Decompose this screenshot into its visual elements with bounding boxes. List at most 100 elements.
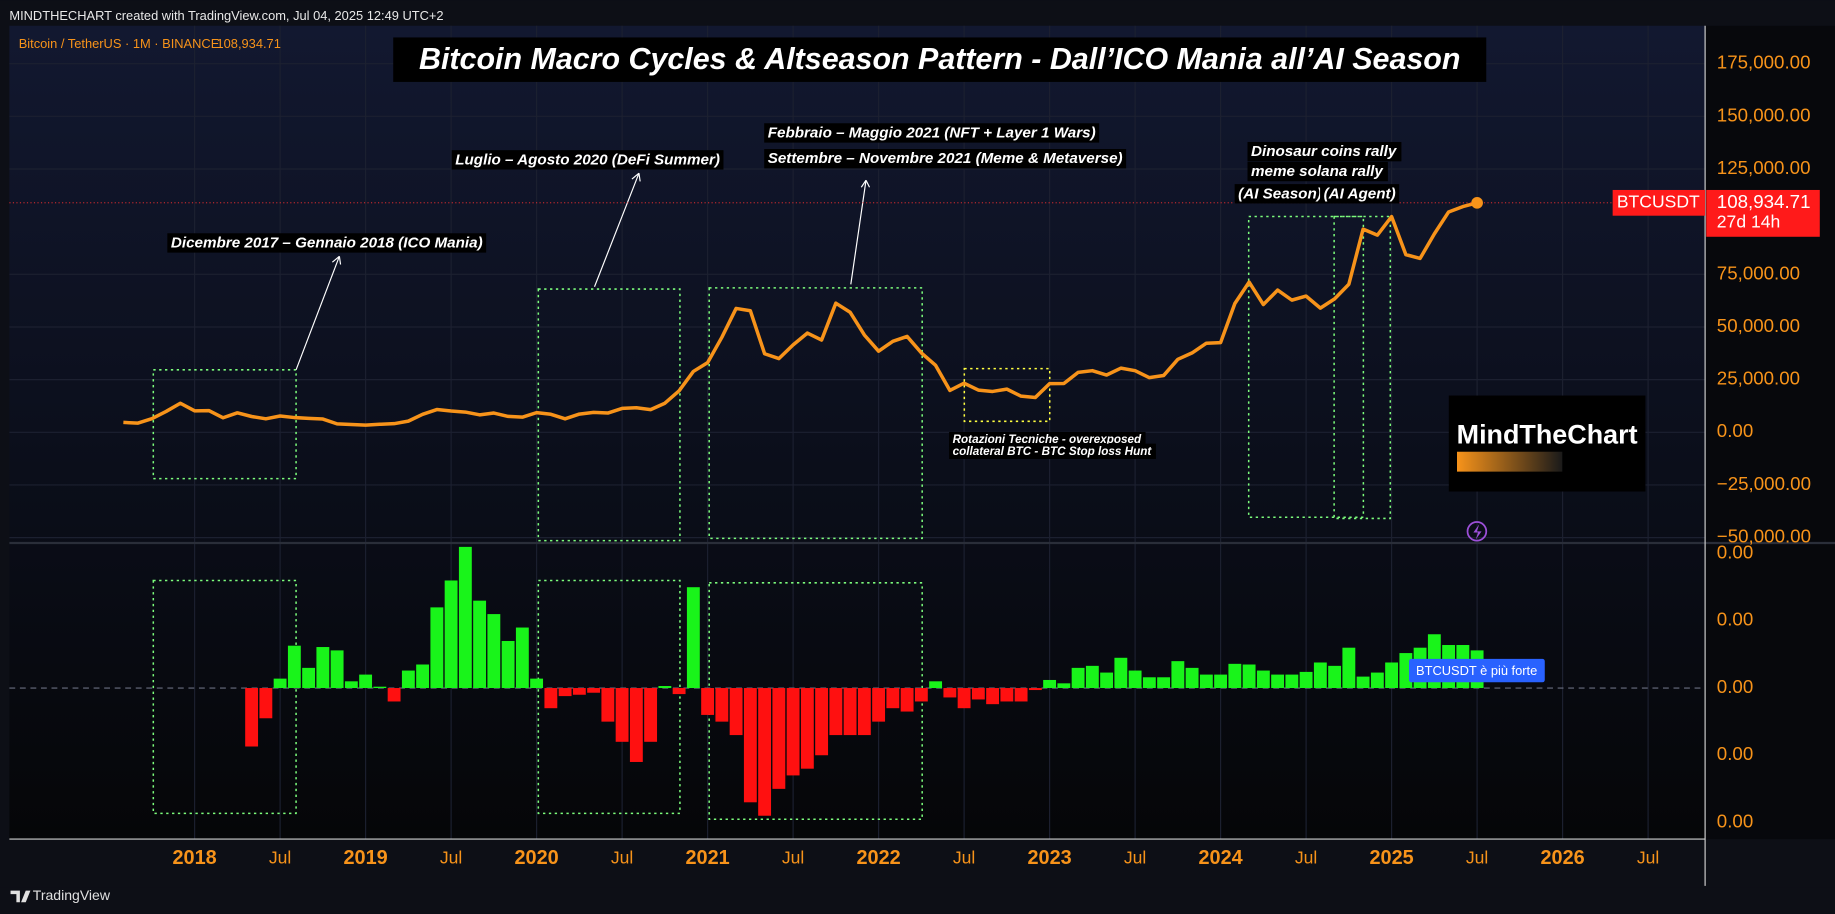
annotation-background: [949, 443, 1156, 459]
histogram-bar: [1228, 663, 1242, 689]
annotation: Settembre – Novembre 2021 (Meme & Metave…: [768, 150, 1123, 167]
annotation-background: [167, 233, 487, 253]
y-tick-label: 175,000.00: [1717, 52, 1811, 73]
axis-price-background: [1706, 189, 1820, 237]
x-tick-label: 2024: [1198, 847, 1242, 869]
histogram-bar: [786, 688, 800, 776]
histogram-bar: [829, 688, 843, 736]
logo-background: [1448, 395, 1646, 492]
footer-bar: [0, 887, 1835, 914]
histogram-bar: [601, 688, 615, 722]
histogram-bar: [1085, 665, 1099, 689]
histogram-bar: [857, 688, 871, 736]
annotation: Febbraio – Maggio 2021 (NFT + Layer 1 Wa…: [768, 124, 1096, 141]
histogram-bar: [1313, 662, 1327, 689]
y-tick-label: 0.00: [1717, 743, 1753, 764]
x-tick-label: 2025: [1369, 847, 1413, 869]
legend-price: 108,934.71: [217, 36, 281, 51]
histogram-bar: [430, 607, 444, 689]
x-tick-label: Jul: [611, 848, 633, 868]
histogram-bar: [1171, 661, 1185, 689]
histogram-bar: [758, 688, 772, 816]
histogram-bar: [458, 546, 472, 689]
y-tick-label: 0.00: [1717, 609, 1753, 630]
y-tick-label: 0.00: [1717, 420, 1753, 441]
histogram-bar: [359, 674, 373, 689]
signal-label: BTCUSDT è più forte: [1416, 663, 1537, 678]
marks: [9, 196, 1706, 816]
x-tick-label: 2026: [1540, 847, 1584, 869]
annotation-background: [451, 150, 724, 170]
y-tick-label: 50,000.00: [1717, 315, 1800, 336]
histogram-bar: [886, 688, 900, 709]
last-point: [1471, 196, 1483, 209]
histogram-bar: [544, 688, 558, 709]
x-tick-label: 2021: [685, 847, 729, 869]
histogram-bar: [872, 688, 886, 722]
y-tick-label: 0.00: [1717, 542, 1753, 563]
histogram-bar: [287, 645, 301, 689]
histogram-bar: [302, 667, 316, 689]
histogram-bar: [1199, 674, 1213, 689]
histogram-bar: [672, 688, 686, 695]
histogram-bar: [1114, 657, 1128, 689]
box: [152, 369, 297, 480]
histogram-bar: [943, 688, 957, 698]
x-tick-label: 2018: [173, 847, 217, 869]
annotation: collateral BTC - BTC Stop loss Hunt: [953, 445, 1153, 458]
annotation: (AI Season): [1238, 185, 1322, 202]
arrow-head: [631, 172, 641, 182]
histogram-bar: [772, 688, 786, 789]
annotation-background: [949, 431, 1146, 448]
box: [537, 288, 681, 542]
x-tick-label: Jul: [1295, 848, 1317, 868]
arrow-head: [860, 179, 871, 188]
histogram-bar: [416, 664, 430, 689]
histogram-bar: [957, 688, 971, 709]
histogram-bar: [487, 614, 501, 689]
x-tick-label: 2020: [514, 847, 558, 869]
axis-countdown: 27d 14h: [1717, 211, 1780, 231]
x-tick-label: Jul: [1466, 848, 1488, 868]
box: [1333, 215, 1392, 520]
histogram-bar: [1057, 683, 1071, 689]
histogram-bar: [686, 587, 700, 689]
arrows: [295, 172, 871, 371]
x-tick-label: 2019: [344, 847, 388, 869]
histogram-bar: [330, 650, 344, 689]
annotation: Rotazioni Tecniche - overexposed: [953, 433, 1142, 446]
histogram-bar: [800, 688, 814, 769]
histogram-bar: [629, 688, 643, 762]
histogram-bar: [515, 627, 529, 689]
price-line: [123, 201, 1478, 427]
box: [1247, 215, 1365, 519]
x-tick-label: 2023: [1027, 847, 1071, 869]
annotation: Luglio – Agosto 2020 (DeFi Summer): [455, 151, 720, 168]
event-icon[interactable]: [1466, 521, 1488, 542]
histogram-bar: [1028, 688, 1042, 691]
x-tick-label: Jul: [440, 848, 462, 868]
histogram-bar: [900, 688, 914, 712]
histogram-bar: [644, 688, 658, 742]
histogram-bar: [401, 670, 415, 689]
axis-price: 108,934.71: [1717, 191, 1811, 212]
histogram-bar: [1271, 674, 1285, 689]
annotation-boxes: [152, 215, 1392, 820]
histogram-bar: [501, 640, 515, 689]
histogram-bar: [245, 688, 259, 747]
y-tick-label: 75,000.00: [1717, 262, 1800, 283]
y-tick-label: −25,000.00: [1717, 473, 1811, 494]
annotation-background: [764, 149, 1127, 169]
footer-logo: [10, 890, 31, 903]
arrow: [295, 256, 340, 371]
legend-symbol: Bitcoin / TetherUS · 1M · BINANCE: [19, 36, 220, 51]
annotation-background: [1234, 184, 1326, 204]
y-tick-label: −50,000.00: [1717, 526, 1811, 547]
histogram-bar: [1242, 664, 1256, 689]
histogram-bar: [444, 580, 458, 689]
histogram-bar: [373, 686, 387, 689]
arrow: [593, 172, 640, 287]
annotation-background: [1247, 141, 1402, 162]
